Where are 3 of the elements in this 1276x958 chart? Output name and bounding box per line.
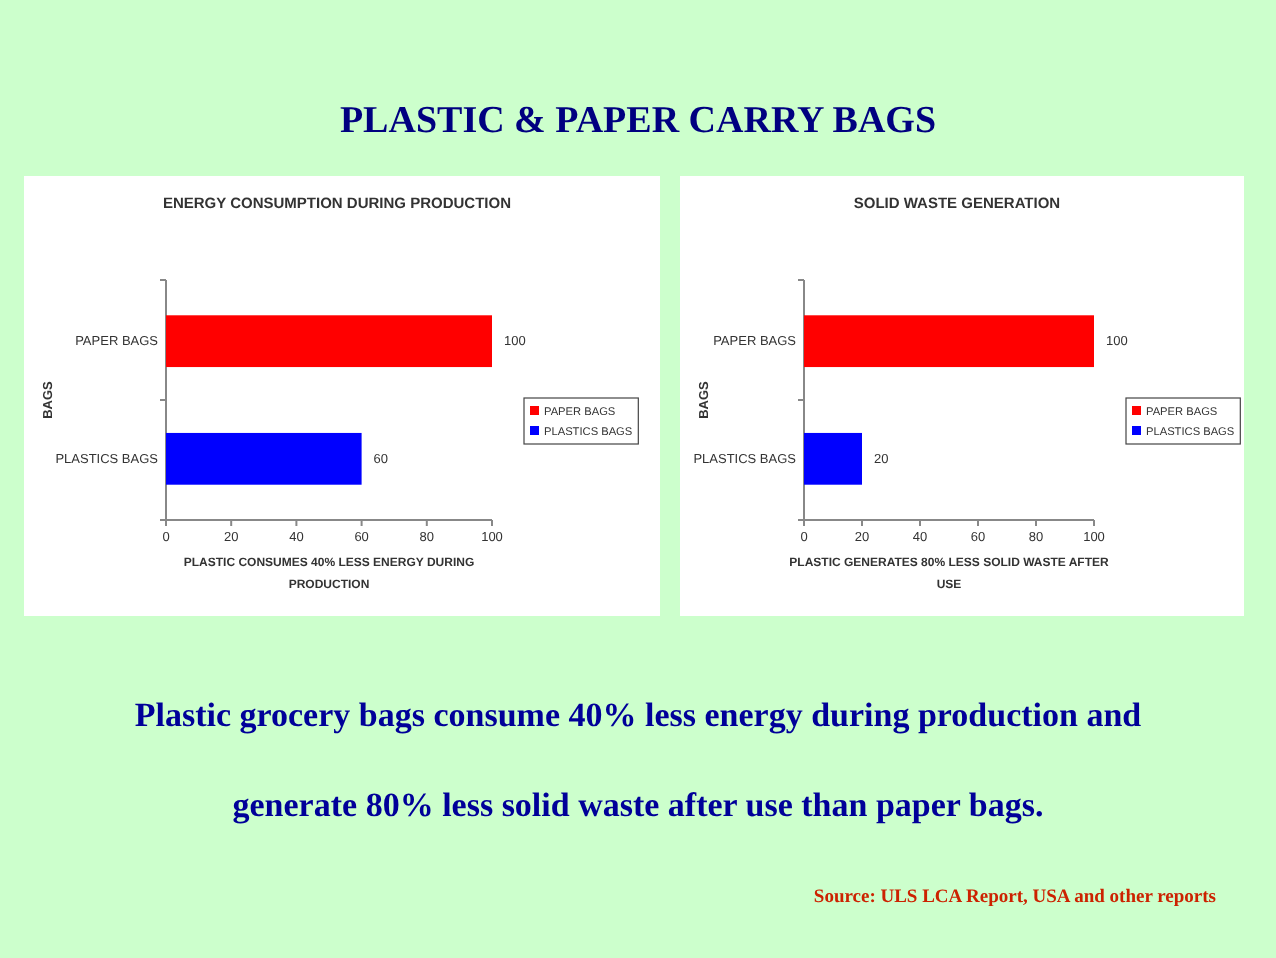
text: Plastic grocery bags consume 40% less energy during production and generate 80% less solid waste after use than paper bags.	[134, 696, 1142, 824]
text: PLASTIC & PAPER CARRY BAGS	[337, 100, 939, 144]
source-note: Source: ULS LCA Report, USA and other reports	[813, 886, 1216, 910]
